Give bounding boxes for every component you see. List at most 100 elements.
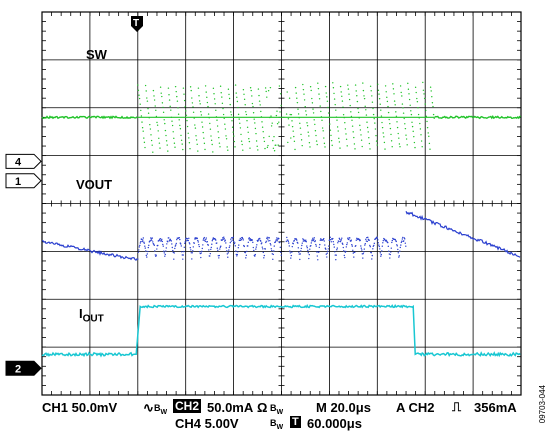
sw-point [165,135,166,136]
sw-point [249,147,250,148]
sw-point [182,149,183,150]
sw-point [289,98,290,99]
sw-point [385,85,386,86]
sw-point [146,90,147,91]
vout-point [253,250,254,251]
sw-point [244,99,245,100]
sw-point [345,133,346,134]
sw-point [373,114,374,115]
sw-point [229,98,230,99]
sw-point [380,109,381,110]
vout-point [398,252,399,253]
sw-point [219,146,220,147]
vout-point [328,245,329,246]
sw-point [341,96,342,97]
vout-point [242,238,243,239]
sw-point [266,91,267,92]
sw-point [235,84,236,85]
vout-point [198,241,199,242]
vout-point [187,238,188,239]
sw-point [193,112,194,113]
sw-point [188,133,189,134]
vout-point [326,256,327,257]
sw-point [270,87,271,88]
sw-point [378,90,379,91]
vout-point [343,247,344,248]
sw-point [326,96,327,97]
vout-point [367,241,368,242]
sw-point [395,111,396,112]
vout-point [193,246,194,247]
sw-point [381,122,382,123]
sw-point [243,89,244,90]
vout-point [334,251,335,252]
sw-point [300,134,301,135]
sw-point [317,83,318,84]
vout-point [181,251,182,252]
vout-point [268,240,269,241]
sw-point [420,134,421,135]
vout-point [316,251,317,252]
channel-markers: 412T [6,16,143,375]
ch2-scale: 50.0mA [207,400,253,415]
sw-point [178,114,179,115]
ch2-bw: BW [270,403,283,416]
sw-point [204,149,205,150]
vout-point [288,241,289,242]
vout-point [269,240,270,241]
vout-point [229,247,230,248]
sw-point [214,98,215,99]
vout-point [319,247,320,248]
sw-point [302,84,303,85]
sw-point [191,97,192,98]
vout-point [143,237,144,238]
vout-point [369,239,370,240]
vout-point [148,245,149,246]
vout-point [310,245,311,246]
sw-point [312,108,313,109]
sw-point [224,118,225,119]
vout-point [204,237,205,238]
sw-point [420,128,421,129]
sw-point [335,109,336,110]
sw-point [174,143,175,144]
vout-point [327,251,328,252]
sw-point [270,115,271,116]
sw-point [291,120,292,121]
sw-point [319,98,320,99]
sw-point [144,147,145,148]
vout-point [360,240,361,241]
sw-point [205,85,206,86]
sw-point [168,87,169,88]
vout-point [191,258,192,259]
vout-point [200,257,201,258]
sw-point [176,91,177,92]
vout-point [205,241,206,242]
sw-point [430,87,431,88]
sw-point [201,121,202,122]
sw-point [147,108,148,109]
sw-point [375,128,376,129]
sw-point [311,90,312,91]
vout-point [373,245,374,246]
sw-point [203,132,204,133]
sw-point [162,107,163,108]
sw-point [328,112,329,113]
sw-point [279,85,280,86]
vout-point [360,245,361,246]
sw-point [406,138,407,139]
sw-point [399,143,400,144]
sw-point [301,139,302,140]
vout-point [306,241,307,242]
vout-point [201,252,202,253]
sw-point [239,123,240,124]
vout-point [292,246,293,247]
sw-point [400,85,401,86]
vout-point [147,253,148,254]
vout-point [183,251,184,252]
vout-point [291,251,292,252]
vout-point [220,245,221,246]
vout-point [344,255,345,256]
sw-point [425,110,426,111]
sw-point [258,95,259,96]
